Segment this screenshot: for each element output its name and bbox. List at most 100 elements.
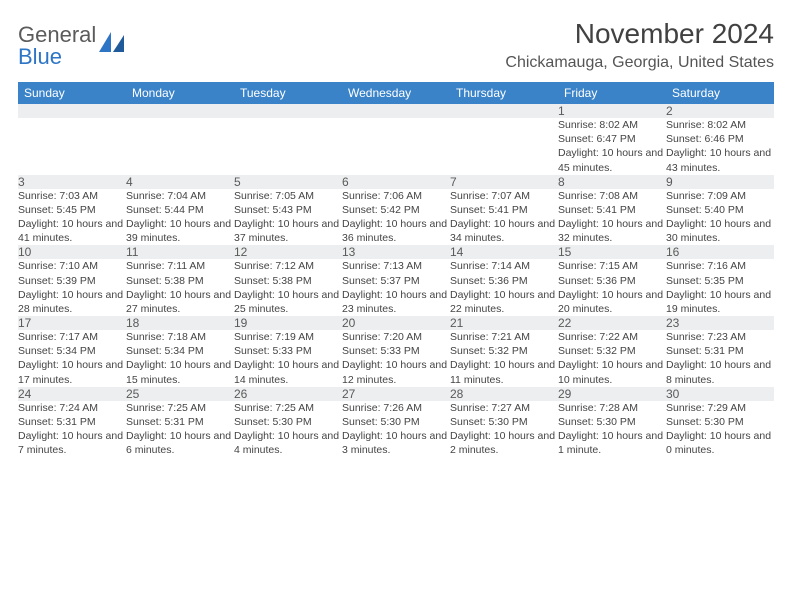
- sunset-line: Sunset: 5:34 PM: [18, 344, 126, 358]
- sunrise-line: Sunrise: 7:28 AM: [558, 401, 666, 415]
- day-info-cell: [234, 118, 342, 175]
- weekday-header: Friday: [558, 82, 666, 104]
- day-info-cell: Sunrise: 7:10 AMSunset: 5:39 PMDaylight:…: [18, 259, 126, 316]
- sunset-line: Sunset: 5:30 PM: [342, 415, 450, 429]
- day-info-cell: Sunrise: 7:12 AMSunset: 5:38 PMDaylight:…: [234, 259, 342, 316]
- day-number-cell: 25: [126, 387, 234, 401]
- daylight-line: Daylight: 10 hours and 10 minutes.: [558, 358, 666, 386]
- day-info-cell: Sunrise: 7:25 AMSunset: 5:31 PMDaylight:…: [126, 401, 234, 458]
- weekday-header: Tuesday: [234, 82, 342, 104]
- daylight-line: Daylight: 10 hours and 0 minutes.: [666, 429, 774, 457]
- day-number-cell: 15: [558, 245, 666, 259]
- day-number-cell: 6: [342, 175, 450, 189]
- sunrise-line: Sunrise: 7:24 AM: [18, 401, 126, 415]
- sunrise-line: Sunrise: 7:29 AM: [666, 401, 774, 415]
- calendar-table: Sunday Monday Tuesday Wednesday Thursday…: [18, 82, 774, 457]
- day-info-cell: Sunrise: 7:21 AMSunset: 5:32 PMDaylight:…: [450, 330, 558, 387]
- sunrise-line: Sunrise: 7:10 AM: [18, 259, 126, 273]
- sunrise-line: Sunrise: 7:12 AM: [234, 259, 342, 273]
- day-info-cell: Sunrise: 7:07 AMSunset: 5:41 PMDaylight:…: [450, 189, 558, 246]
- daylight-line: Daylight: 10 hours and 2 minutes.: [450, 429, 558, 457]
- sunset-line: Sunset: 5:30 PM: [666, 415, 774, 429]
- sunset-line: Sunset: 5:38 PM: [126, 274, 234, 288]
- sunset-line: Sunset: 6:47 PM: [558, 132, 666, 146]
- day-info-cell: [450, 118, 558, 175]
- day-number-cell: 13: [342, 245, 450, 259]
- day-info-cell: Sunrise: 7:22 AMSunset: 5:32 PMDaylight:…: [558, 330, 666, 387]
- daylight-line: Daylight: 10 hours and 4 minutes.: [234, 429, 342, 457]
- title-block: November 2024 Chickamauga, Georgia, Unit…: [505, 18, 774, 72]
- day-info-cell: Sunrise: 7:09 AMSunset: 5:40 PMDaylight:…: [666, 189, 774, 246]
- sunset-line: Sunset: 5:41 PM: [558, 203, 666, 217]
- daylight-line: Daylight: 10 hours and 39 minutes.: [126, 217, 234, 245]
- day-info-row: Sunrise: 7:24 AMSunset: 5:31 PM Daylight:…: [18, 401, 774, 458]
- day-info-cell: Sunrise: 7:24 AMSunset: 5:31 PMDaylight:…: [18, 401, 126, 458]
- sunrise-line: Sunrise: 8:02 AM: [558, 118, 666, 132]
- day-number-row: 3456789: [18, 175, 774, 189]
- sunrise-line: Sunrise: 7:03 AM: [18, 189, 126, 203]
- sunset-line: Sunset: 5:35 PM: [666, 274, 774, 288]
- day-info-row: Sunrise: 8:02 AMSunset: 6:47 PMDaylight:…: [18, 118, 774, 175]
- day-number-cell: 20: [342, 316, 450, 330]
- day-number-cell: [450, 104, 558, 118]
- sunrise-line: Sunrise: 7:06 AM: [342, 189, 450, 203]
- daylight-line: Daylight: 10 hours and 45 minutes.: [558, 146, 666, 174]
- day-info-cell: Sunrise: 7:20 AMSunset: 5:33 PMDaylight:…: [342, 330, 450, 387]
- day-number-cell: 1: [558, 104, 666, 118]
- day-number-cell: 30: [666, 387, 774, 401]
- day-info-cell: [18, 118, 126, 175]
- day-number-row: 10111213141516: [18, 245, 774, 259]
- day-info-cell: Sunrise: 7:28 AMSunset: 5:30 PMDaylight:…: [558, 401, 666, 458]
- weekday-header: Monday: [126, 82, 234, 104]
- sunrise-line: Sunrise: 7:27 AM: [450, 401, 558, 415]
- day-number-cell: 28: [450, 387, 558, 401]
- sunrise-line: Sunrise: 8:02 AM: [666, 118, 774, 132]
- day-info-cell: Sunrise: 7:16 AMSunset: 5:35 PMDaylight:…: [666, 259, 774, 316]
- day-number-cell: 5: [234, 175, 342, 189]
- page-title: November 2024: [505, 18, 774, 50]
- sunrise-line: Sunrise: 7:23 AM: [666, 330, 774, 344]
- weekday-header: Wednesday: [342, 82, 450, 104]
- day-info-row: Sunrise: 7:03 AMSunset: 5:45 PMDaylight:…: [18, 189, 774, 246]
- day-info-cell: Sunrise: 7:06 AMSunset: 5:42 PMDaylight:…: [342, 189, 450, 246]
- daylight-line: Daylight: 10 hours and 20 minutes.: [558, 288, 666, 316]
- sunset-line: Sunset: 5:33 PM: [342, 344, 450, 358]
- sunset-line: Sunset: 5:40 PM: [666, 203, 774, 217]
- weekday-header: Thursday: [450, 82, 558, 104]
- day-info-cell: Sunrise: 7:23 AMSunset: 5:31 PMDaylight:…: [666, 330, 774, 387]
- daylight-line: Daylight: 10 hours and 25 minutes.: [234, 288, 342, 316]
- sunset-line: Sunset: 5:36 PM: [558, 274, 666, 288]
- day-number-row: 12: [18, 104, 774, 118]
- sunrise-line: Sunrise: 7:09 AM: [666, 189, 774, 203]
- daylight-line: Daylight: 10 hours and 22 minutes.: [450, 288, 558, 316]
- sunset-line: Sunset: 5:31 PM: [18, 415, 126, 429]
- day-info-row: Sunrise: 7:10 AMSunset: 5:39 PMDaylight:…: [18, 259, 774, 316]
- brand-logo: General Blue: [18, 24, 125, 68]
- day-number-cell: 11: [126, 245, 234, 259]
- day-number-cell: 24: [18, 387, 126, 401]
- day-info-row: Sunrise: 7:17 AMSunset: 5:34 PMDaylight:…: [18, 330, 774, 387]
- day-number-cell: 3: [18, 175, 126, 189]
- day-number-cell: 18: [126, 316, 234, 330]
- weekday-header: Saturday: [666, 82, 774, 104]
- day-number-cell: 17: [18, 316, 126, 330]
- day-number-cell: 12: [234, 245, 342, 259]
- day-info-cell: Sunrise: 7:18 AMSunset: 5:34 PMDaylight:…: [126, 330, 234, 387]
- sunset-line: Sunset: 5:39 PM: [18, 274, 126, 288]
- sunrise-line: Sunrise: 7:11 AM: [126, 259, 234, 273]
- day-info-cell: Sunrise: 7:26 AMSunset: 5:30 PMDaylight:…: [342, 401, 450, 458]
- daylight-line: Daylight: 10 hours and 36 minutes.: [342, 217, 450, 245]
- daylight-line: Daylight: 10 hours and 32 minutes.: [558, 217, 666, 245]
- day-number-cell: 8: [558, 175, 666, 189]
- sunrise-line: Sunrise: 7:05 AM: [234, 189, 342, 203]
- day-info-cell: Sunrise: 7:08 AMSunset: 5:41 PMDaylight:…: [558, 189, 666, 246]
- sunrise-line: Sunrise: 7:07 AM: [450, 189, 558, 203]
- day-number-cell: 26: [234, 387, 342, 401]
- day-info-cell: Sunrise: 7:17 AMSunset: 5:34 PMDaylight:…: [18, 330, 126, 387]
- day-info-cell: [126, 118, 234, 175]
- day-info-cell: Sunrise: 7:29 AMSunset: 5:30 PMDaylight:…: [666, 401, 774, 458]
- day-info-cell: Sunrise: 7:11 AMSunset: 5:38 PMDaylight:…: [126, 259, 234, 316]
- daylight-line: Daylight: 10 hours and 1 minute.: [558, 429, 666, 457]
- daylight-line: Daylight: 10 hours and 27 minutes.: [126, 288, 234, 316]
- sunrise-line: Sunrise: 7:14 AM: [450, 259, 558, 273]
